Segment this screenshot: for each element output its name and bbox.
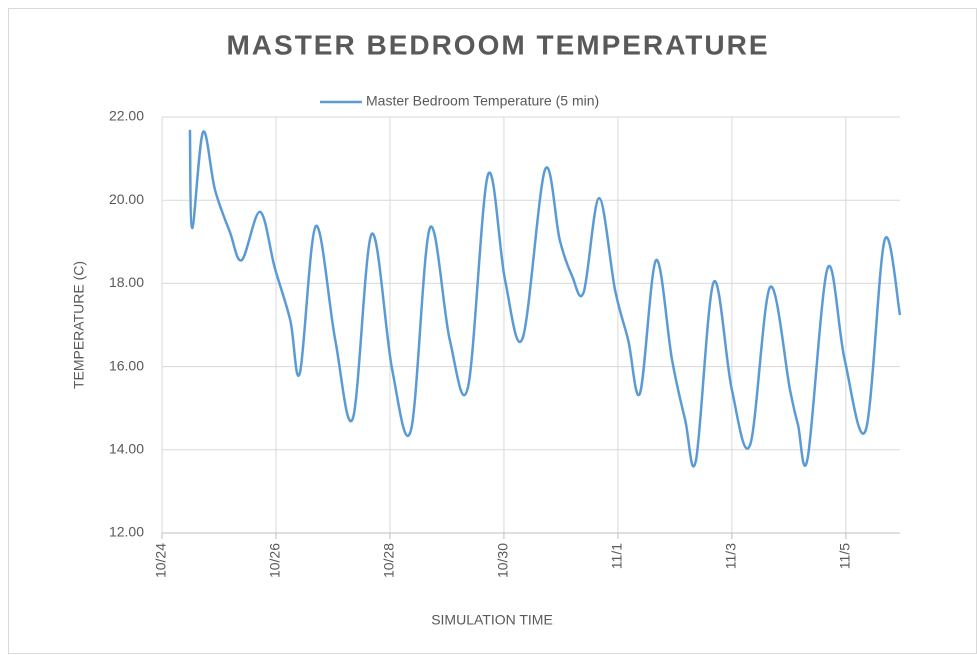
y-tick-label: 22.00 <box>109 108 144 124</box>
y-axis-title: TEMPERATURE (C) <box>71 261 87 389</box>
x-tick-label: 11/1 <box>609 543 625 569</box>
x-tick-label: 10/30 <box>495 543 511 578</box>
chart-title: MASTER BEDROOM TEMPERATURE <box>226 29 769 60</box>
x-axis-title: SIMULATION TIME <box>431 612 553 628</box>
chart-border <box>8 8 977 654</box>
legend-label: Master Bedroom Temperature (5 min) <box>366 93 599 109</box>
y-tick-label: 12.00 <box>109 524 144 540</box>
y-tick-label: 14.00 <box>109 441 144 457</box>
line-series <box>188 129 902 468</box>
x-tick-label: 11/3 <box>723 543 739 569</box>
y-tick-label: 18.00 <box>109 274 144 290</box>
x-tick-label: 11/5 <box>837 543 853 569</box>
y-tick-label: 16.00 <box>109 357 144 373</box>
y-tick-label: 20.00 <box>109 191 144 207</box>
x-tick-label: 10/24 <box>153 543 169 578</box>
x-tick-label: 10/28 <box>381 543 397 578</box>
x-tick-label: 10/26 <box>267 543 283 578</box>
